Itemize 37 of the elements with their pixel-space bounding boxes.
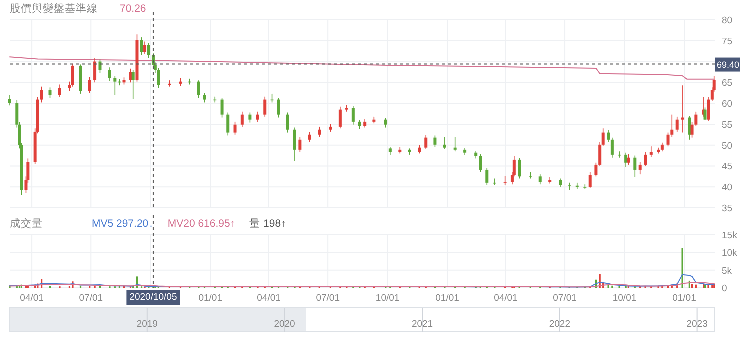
y-tick-label: 0 <box>722 284 728 294</box>
x-tick-label: 04/01 <box>257 293 281 304</box>
ref-line-label: 2020/10/05 <box>130 292 178 303</box>
x2-tick-label: 2023 <box>686 319 708 330</box>
y-tick-label: 35 <box>722 204 733 214</box>
text: MV5 297.20↓ <box>92 218 154 230</box>
x-tick-label: 07/01 <box>316 293 340 304</box>
text: 量 198↑ <box>250 218 286 230</box>
x-tick-label: 10/01 <box>612 293 637 304</box>
y-tick-label: 5k <box>722 266 732 277</box>
y-tick-label: 45 <box>722 162 733 173</box>
y-tick-label: 75 <box>722 36 733 48</box>
y-tick-label: 65 <box>722 78 733 90</box>
x2-tick-label: 2019 <box>136 319 158 330</box>
y-tick-label: 55 <box>722 120 733 131</box>
y-tick-label: 50 <box>722 140 733 152</box>
x-tick-label: 07/01 <box>553 293 577 304</box>
x-tick-label: 10/01 <box>376 293 400 304</box>
x-tick-label: 04/01 <box>494 293 518 304</box>
ref-line-label: 69.40 <box>717 60 740 70</box>
x-tick-label: 07/01 <box>79 293 104 304</box>
text: 70.26 <box>120 3 146 15</box>
x2-tick-label: 2020 <box>274 319 296 330</box>
y-tick-label: 40 <box>722 182 733 194</box>
x-tick-label: 01/01 <box>198 293 222 304</box>
chart-title: 股價與變盤基準線 <box>10 2 98 15</box>
x2-tick-label: 2022 <box>549 319 570 330</box>
y-tick-label: 80 <box>722 16 733 26</box>
x-tick-label: 04/01 <box>20 293 44 304</box>
y-tick-label: 15k <box>722 230 738 242</box>
x-tick-label: 01/01 <box>672 293 696 304</box>
chart-title: 成交量 <box>10 217 43 230</box>
y-tick-label: 10k <box>722 248 738 260</box>
y-tick-label: 60 <box>722 99 733 110</box>
x-tick-label: 01/01 <box>436 293 460 304</box>
x2-tick-label: 2021 <box>412 319 434 330</box>
text: MV20 616.95↑ <box>168 218 236 230</box>
